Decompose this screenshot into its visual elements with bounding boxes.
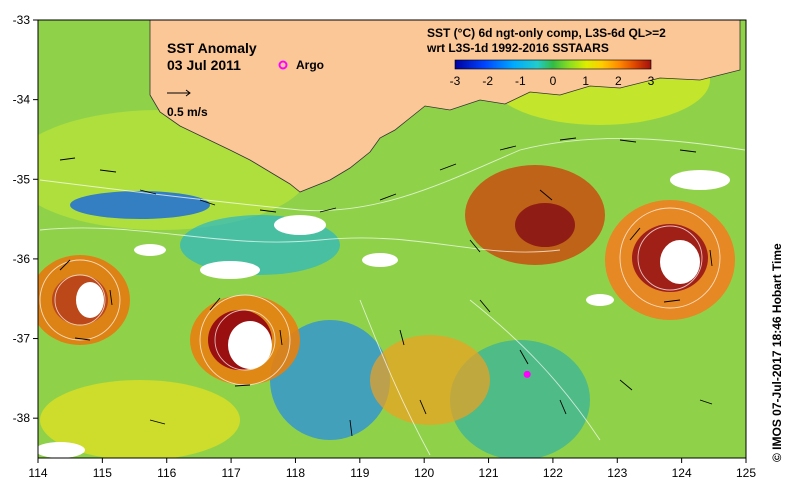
colorbar-gradient: [454, 59, 652, 70]
argo-float-marker[interactable]: [523, 370, 531, 378]
cloud-gaps: [38, 170, 730, 458]
sst-zone-cold-band: [70, 191, 210, 219]
y-tick-label: -34: [13, 93, 31, 107]
x-tick-label: 121: [479, 466, 499, 480]
y-tick-label: -35: [13, 172, 31, 186]
x-axis-ticks: 114 115 116 117 118 119 120 121 122 123 124 125: [28, 458, 756, 480]
colorbar: -3 -2 -1 0 1 2 3: [450, 59, 655, 88]
sst-zone-yellow-southwest: [40, 380, 240, 458]
sst-field: [38, 20, 746, 458]
y-tick-label: -37: [13, 332, 31, 346]
colorbar-ticks: -3 -2 -1 0 1 2 3: [450, 74, 655, 88]
colorbar-tick-label: 1: [582, 74, 589, 88]
product-line-2: wrt L3S-1d 1992-2016 SSTAARS: [426, 41, 609, 55]
colorbar-tick-label: -3: [450, 74, 461, 88]
x-tick-label: 122: [543, 466, 563, 480]
argo-legend-icon: [278, 60, 288, 70]
x-tick-label: 117: [222, 466, 241, 480]
x-tick-label: 114: [28, 466, 47, 480]
colorbar-tick-label: 0: [550, 74, 557, 88]
x-tick-label: 116: [157, 466, 176, 480]
x-tick-label: 115: [93, 466, 112, 480]
plot-frame: [37, 19, 747, 459]
x-tick-label: 125: [736, 466, 756, 480]
colorbar-tick-label: -2: [482, 74, 493, 88]
y-tick-label: -38: [13, 411, 31, 425]
scale-label: 0.5 m/s: [167, 105, 208, 119]
x-tick-label: 123: [607, 466, 627, 480]
sst-zone-orange: [370, 335, 490, 425]
x-tick-label: 124: [672, 466, 692, 480]
colorbar-tick-label: 3: [648, 74, 655, 88]
velocity-arrows: [59, 137, 713, 437]
argo-legend-label: Argo: [296, 58, 324, 72]
map-title: SST Anomaly: [167, 40, 257, 56]
colorbar-tick-label: -1: [515, 74, 526, 88]
eddy-north-central-core: [515, 203, 575, 247]
product-line-1: SST (°C) 6d ngt-only comp, L3S-6d QL>=2: [427, 26, 666, 40]
colorbar-tick-label: 2: [615, 74, 622, 88]
y-tick-label: -33: [13, 13, 31, 27]
y-tick-label: -36: [13, 252, 31, 266]
x-tick-label: 120: [414, 466, 434, 480]
credit-text: © IMOS 07-Jul-2017 18:46 Hobart Time: [770, 243, 784, 462]
x-tick-label: 119: [350, 466, 369, 480]
scale-arrow-icon: [167, 89, 191, 97]
y-axis-ticks: -33 -34 -35 -36 -37 -38: [13, 13, 38, 425]
map-date: 03 Jul 2011: [167, 57, 241, 73]
x-tick-label: 118: [286, 466, 305, 480]
sst-zone-cool-south: [270, 320, 390, 440]
